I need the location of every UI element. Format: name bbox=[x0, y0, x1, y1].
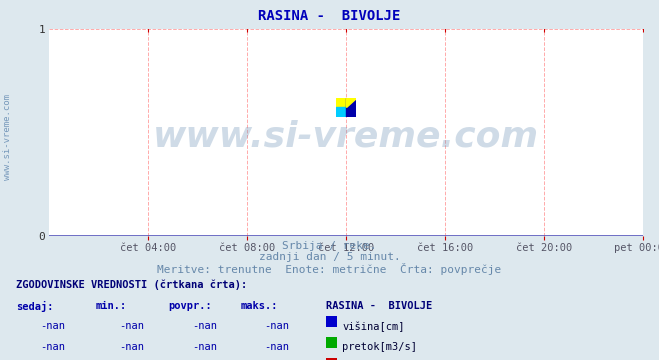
Text: Srbija / reke.: Srbija / reke. bbox=[282, 241, 377, 251]
Text: -nan: -nan bbox=[119, 342, 144, 352]
Text: -nan: -nan bbox=[192, 342, 217, 352]
Text: pretok[m3/s]: pretok[m3/s] bbox=[342, 342, 417, 352]
Text: povpr.:: povpr.: bbox=[168, 301, 212, 311]
Text: -nan: -nan bbox=[192, 321, 217, 332]
Text: -nan: -nan bbox=[119, 321, 144, 332]
Text: -nan: -nan bbox=[264, 321, 289, 332]
Text: -nan: -nan bbox=[40, 342, 65, 352]
Bar bbox=[336, 98, 346, 107]
Text: www.si-vreme.com: www.si-vreme.com bbox=[3, 94, 13, 180]
Bar bbox=[336, 107, 346, 117]
Text: RASINA -  BIVOLJE: RASINA - BIVOLJE bbox=[258, 9, 401, 23]
Text: ZGODOVINSKE VREDNOSTI (črtkana črta):: ZGODOVINSKE VREDNOSTI (črtkana črta): bbox=[16, 279, 248, 289]
Text: RASINA -  BIVOLJE: RASINA - BIVOLJE bbox=[326, 301, 432, 311]
Polygon shape bbox=[346, 98, 356, 107]
Bar bbox=[346, 98, 356, 117]
Text: -nan: -nan bbox=[264, 342, 289, 352]
Text: zadnji dan / 5 minut.: zadnji dan / 5 minut. bbox=[258, 252, 401, 262]
Text: Meritve: trenutne  Enote: metrične  Črta: povprečje: Meritve: trenutne Enote: metrične Črta: … bbox=[158, 263, 501, 275]
Text: -nan: -nan bbox=[40, 321, 65, 332]
Text: sedaj:: sedaj: bbox=[16, 301, 54, 312]
Text: maks.:: maks.: bbox=[241, 301, 278, 311]
Text: www.si-vreme.com: www.si-vreme.com bbox=[153, 120, 539, 153]
Text: višina[cm]: višina[cm] bbox=[342, 321, 405, 332]
Text: min.:: min.: bbox=[96, 301, 127, 311]
